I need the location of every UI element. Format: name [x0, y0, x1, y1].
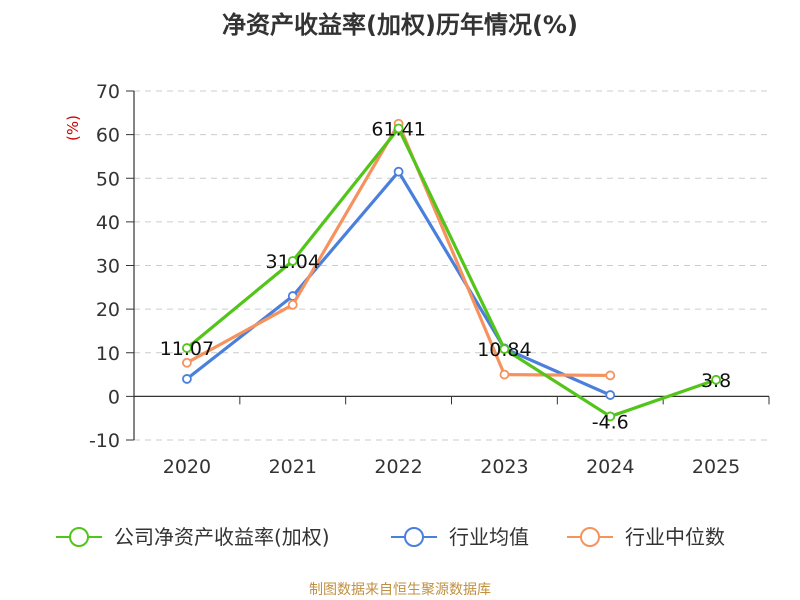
y-tick-label: 60 [96, 125, 120, 147]
series-line-0 [185, 126, 718, 419]
series-point [605, 411, 616, 422]
axes: 70 60 50 40 30 20 10 0 -10 2020 2021 2022 2023 2024 20… [89, 81, 770, 478]
series-point [182, 374, 192, 384]
series-point [605, 370, 616, 381]
series-line-1 [185, 170, 612, 397]
x-tick-label: 2025 [692, 456, 740, 478]
y-tick-label: -10 [89, 430, 120, 452]
y-axis-unit-label: (%) [64, 115, 82, 141]
legend-marker-1 [404, 527, 424, 547]
x-tick-label: 2023 [480, 456, 528, 478]
series-point [605, 390, 616, 400]
series-point [393, 166, 404, 177]
y-tick-label: 30 [96, 256, 120, 278]
legend-label-1: 行业均值 [449, 525, 529, 549]
x-tick-label: 2020 [163, 456, 211, 478]
x-tick-label: 2024 [586, 456, 634, 478]
series-point [287, 299, 298, 310]
legend-label-0: 公司净资产收益率(加权) [114, 525, 330, 549]
grid-lines [134, 90, 769, 441]
legend: 公司净资产收益率(加权) 行业均值 行业中位数 [56, 525, 725, 549]
y-tick-label: 0 [108, 386, 120, 408]
series-line-2 [185, 122, 612, 378]
series-point [287, 256, 298, 266]
legend-label-2: 行业中位数 [625, 525, 725, 549]
y-tick-label: 50 [96, 168, 120, 190]
series-lines [182, 118, 721, 422]
x-tick-label: 2021 [269, 456, 317, 478]
data-label: 3.8 [701, 370, 731, 392]
y-tick-label: 40 [96, 212, 120, 234]
series-point [499, 369, 510, 380]
data-label: -4.6 [592, 411, 629, 433]
data-source-note: 制图数据来自恒生聚源数据库 [309, 582, 491, 598]
chart-title: 净资产收益率(加权)历年情况(%) [222, 11, 578, 39]
data-labels: 11.07 31.04 61.41 10.84 -4.6 3.8 [160, 118, 731, 433]
data-label: 10.84 [477, 339, 531, 361]
series-point [182, 357, 192, 368]
y-tick-label: 70 [96, 81, 120, 103]
series-point [711, 374, 721, 385]
series-point [393, 123, 404, 134]
data-label: 31.04 [266, 251, 320, 273]
series-point [499, 344, 510, 354]
series-point [182, 343, 192, 353]
data-label: 11.07 [160, 338, 214, 360]
legend-marker-0 [69, 527, 89, 547]
y-tick-label: 10 [96, 343, 120, 365]
y-tick-label: 20 [96, 299, 120, 321]
legend-marker-2 [580, 527, 600, 547]
x-tick-label: 2022 [374, 456, 422, 478]
data-label: 61.41 [371, 118, 425, 140]
